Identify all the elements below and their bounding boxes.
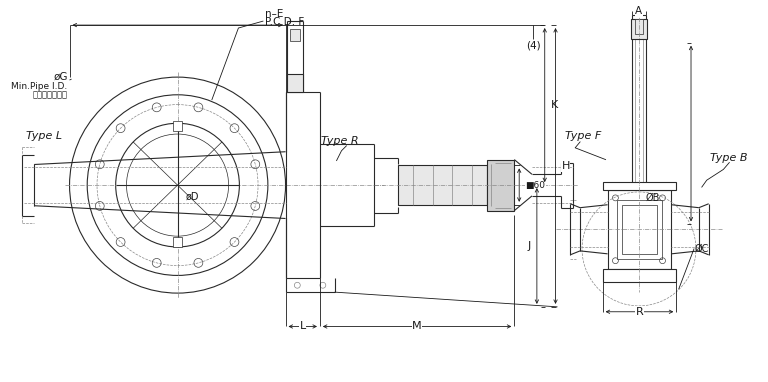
Bar: [603, 182, 677, 190]
Bar: [290, 29, 300, 41]
Bar: [487, 160, 515, 210]
Text: ØB: ØB: [646, 193, 660, 203]
Text: øD: øD: [185, 192, 199, 202]
Text: 接続管最小内径: 接続管最小内径: [32, 91, 68, 100]
Text: Type F: Type F: [565, 131, 601, 141]
Text: L: L: [300, 322, 306, 332]
Text: M: M: [412, 322, 422, 332]
Text: K: K: [551, 100, 558, 110]
Bar: [603, 269, 677, 282]
Bar: [635, 19, 643, 34]
Text: øG: øG: [53, 72, 68, 82]
Text: Type R: Type R: [321, 136, 359, 146]
Text: J: J: [528, 241, 531, 251]
Bar: [607, 190, 671, 269]
Text: Type B: Type B: [710, 153, 747, 163]
Text: Type L: Type L: [26, 131, 62, 141]
Text: H: H: [561, 161, 570, 171]
Text: P.C.D. F: P.C.D. F: [265, 17, 304, 27]
Text: ØC: ØC: [695, 244, 710, 254]
Bar: [173, 237, 183, 247]
Bar: [399, 165, 487, 205]
Text: A: A: [635, 6, 643, 16]
Text: (4): (4): [525, 41, 540, 51]
Text: Min.Pipe I.D.: Min.Pipe I.D.: [12, 82, 68, 91]
Text: ■60: ■60: [525, 181, 545, 189]
Text: R: R: [636, 307, 644, 317]
Bar: [622, 205, 657, 254]
Bar: [617, 200, 661, 259]
Bar: [287, 74, 303, 92]
Bar: [631, 19, 647, 39]
Text: n–E: n–E: [265, 9, 283, 19]
Bar: [173, 121, 183, 131]
